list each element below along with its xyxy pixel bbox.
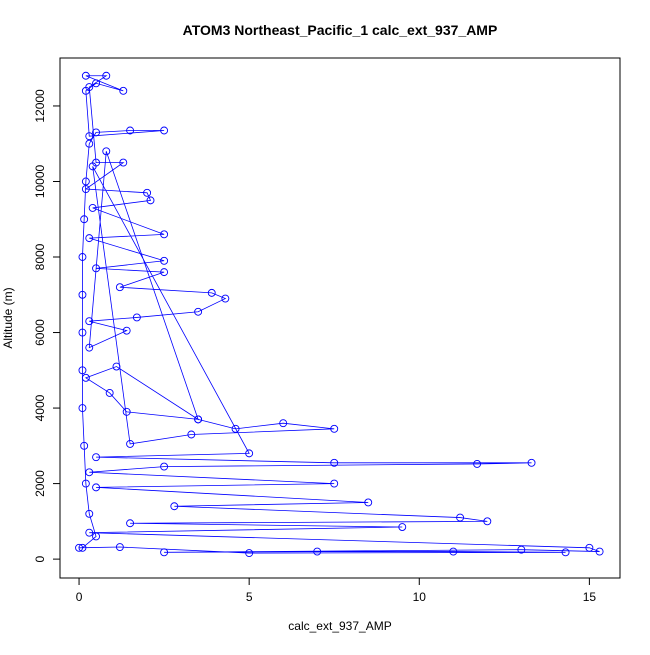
data-point — [561, 548, 570, 557]
data-point — [102, 71, 111, 80]
data-point — [517, 545, 526, 554]
data-point — [279, 419, 288, 428]
data-point — [456, 513, 465, 522]
data-point — [81, 71, 90, 80]
data-point — [78, 543, 87, 552]
data-point — [221, 294, 230, 303]
data-point — [92, 128, 101, 137]
data-point — [92, 453, 101, 462]
data-point — [126, 126, 135, 135]
data-point — [160, 268, 169, 277]
data-point — [364, 498, 373, 507]
chart-title: ATOM3 Northeast_Pacific_1 calc_ext_937_A… — [183, 22, 498, 38]
data-point — [81, 479, 90, 488]
data-line — [79, 75, 600, 554]
data-point — [143, 188, 152, 197]
data-point — [122, 326, 131, 335]
x-tick-label: 5 — [246, 590, 253, 604]
data-point — [245, 549, 254, 558]
data-point — [449, 547, 458, 556]
data-point — [170, 502, 179, 511]
x-tick-label: 15 — [583, 590, 597, 604]
data-point — [160, 548, 169, 557]
data-point — [194, 307, 203, 316]
data-point — [78, 404, 87, 413]
data-point — [85, 139, 94, 148]
data-point — [245, 449, 254, 458]
data-point — [194, 415, 203, 424]
data-point — [160, 230, 169, 239]
data-point — [78, 253, 87, 261]
data-point — [126, 439, 135, 448]
y-tick-label: 10000 — [33, 164, 47, 198]
data-point — [483, 517, 492, 526]
data-point — [119, 158, 128, 167]
data-point — [92, 532, 101, 541]
data-point — [187, 430, 196, 439]
data-point — [112, 362, 121, 371]
data-point — [88, 203, 97, 212]
y-tick-label: 8000 — [33, 243, 47, 270]
data-point — [85, 132, 94, 141]
data-point — [81, 185, 90, 193]
data-point — [78, 328, 87, 337]
y-tick-label: 2000 — [33, 470, 47, 497]
data-point — [160, 462, 169, 471]
data-point — [527, 458, 536, 467]
data-point — [160, 256, 169, 265]
data-point — [115, 543, 124, 551]
data-point — [313, 547, 322, 556]
data-point — [330, 424, 339, 433]
data-point — [85, 468, 94, 477]
data-point — [207, 288, 216, 297]
data-point — [80, 215, 89, 224]
data-point — [231, 424, 240, 433]
x-axis-label: calc_ext_937_AMP — [288, 619, 391, 633]
data-point — [81, 177, 90, 186]
data-point — [160, 126, 169, 135]
data-point — [85, 528, 94, 537]
data-point — [330, 479, 339, 488]
y-axis-label: Altitude (m) — [1, 287, 15, 348]
data-point — [330, 458, 339, 467]
data-point — [122, 407, 131, 416]
y-tick-label: 12000 — [33, 89, 47, 123]
data-point — [85, 83, 94, 92]
data-point — [85, 317, 94, 326]
data-point — [81, 373, 90, 382]
data-point — [132, 313, 141, 322]
data-point — [126, 519, 135, 528]
data-point — [585, 543, 594, 552]
data-point — [92, 79, 101, 88]
data-point — [92, 483, 101, 492]
data-point — [80, 441, 89, 450]
data-point — [102, 147, 111, 156]
data-point — [78, 366, 87, 375]
data-point — [115, 283, 124, 292]
data-point — [92, 264, 101, 273]
y-tick-label: 6000 — [33, 319, 47, 346]
data-point — [119, 86, 128, 95]
data-point — [105, 389, 114, 397]
data-point — [78, 290, 87, 299]
data-point — [595, 547, 604, 556]
x-tick-label: 10 — [413, 590, 427, 604]
y-tick-label: 0 — [33, 555, 47, 562]
data-point — [473, 460, 482, 468]
data-point — [85, 343, 94, 352]
data-point — [85, 509, 94, 518]
data-point — [398, 523, 407, 531]
data-point — [75, 543, 84, 552]
data-point — [146, 196, 155, 205]
x-tick-label: 0 — [76, 590, 83, 604]
data-point — [88, 162, 97, 171]
y-tick-label: 4000 — [33, 394, 47, 421]
data-point — [85, 234, 94, 243]
